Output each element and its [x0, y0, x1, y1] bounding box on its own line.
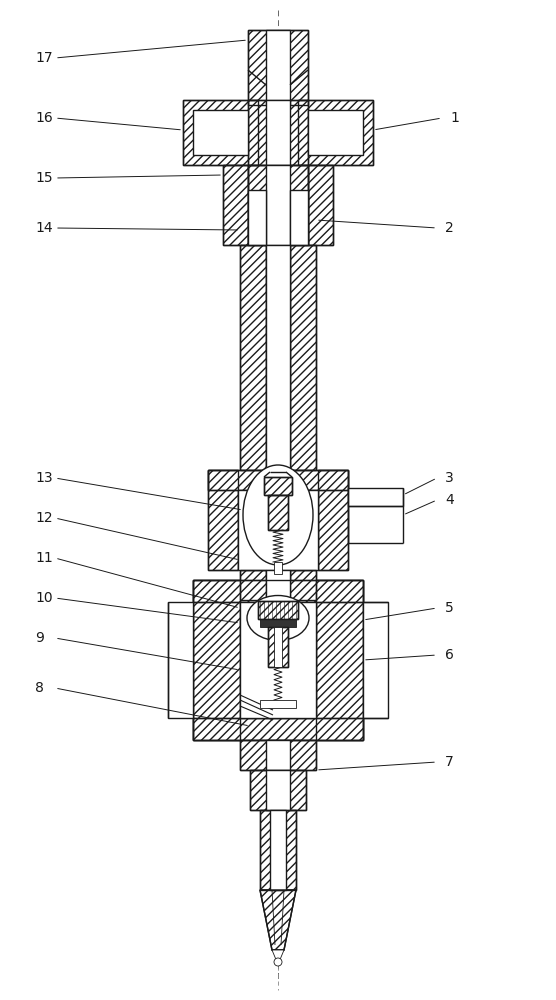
- Ellipse shape: [243, 465, 313, 565]
- Bar: [308, 110, 363, 155]
- Bar: [260, 619, 296, 627]
- Bar: [264, 477, 292, 495]
- Bar: [290, 570, 316, 600]
- Bar: [193, 580, 240, 740]
- Bar: [208, 470, 238, 570]
- Bar: [208, 470, 348, 490]
- Bar: [290, 570, 316, 600]
- Bar: [250, 770, 306, 810]
- Bar: [268, 627, 288, 667]
- Bar: [248, 30, 308, 105]
- Bar: [266, 165, 290, 245]
- Bar: [260, 700, 296, 708]
- Bar: [264, 477, 292, 495]
- Bar: [260, 810, 296, 890]
- Text: 11: 11: [35, 551, 53, 565]
- Bar: [223, 165, 248, 245]
- Bar: [208, 470, 348, 490]
- Bar: [318, 470, 348, 570]
- Circle shape: [274, 958, 282, 966]
- Bar: [193, 718, 363, 740]
- Bar: [250, 770, 306, 810]
- Text: 2: 2: [445, 221, 454, 235]
- Bar: [290, 245, 316, 470]
- Bar: [363, 602, 388, 718]
- Bar: [183, 100, 258, 165]
- Polygon shape: [260, 890, 296, 950]
- Bar: [270, 810, 286, 890]
- Text: 6: 6: [445, 648, 454, 662]
- Bar: [183, 100, 258, 165]
- Bar: [268, 627, 288, 667]
- Bar: [240, 570, 266, 600]
- Bar: [248, 165, 308, 245]
- Bar: [308, 165, 333, 245]
- Bar: [298, 100, 373, 165]
- Text: 8: 8: [35, 681, 44, 695]
- Bar: [240, 245, 266, 470]
- Text: 13: 13: [35, 471, 53, 485]
- Bar: [193, 580, 363, 602]
- Bar: [266, 570, 290, 600]
- Bar: [260, 810, 296, 890]
- Text: 16: 16: [35, 111, 53, 125]
- Text: 7: 7: [445, 755, 454, 769]
- Bar: [240, 570, 266, 600]
- Bar: [266, 245, 290, 470]
- Text: 15: 15: [35, 171, 53, 185]
- Bar: [193, 580, 240, 740]
- Polygon shape: [272, 950, 284, 962]
- Bar: [240, 740, 316, 770]
- Bar: [193, 718, 363, 740]
- Bar: [348, 488, 403, 506]
- Text: 12: 12: [35, 511, 53, 525]
- Bar: [266, 770, 290, 810]
- Bar: [248, 100, 308, 165]
- Bar: [266, 100, 290, 165]
- Bar: [240, 245, 266, 470]
- Bar: [238, 490, 318, 570]
- Text: 17: 17: [35, 51, 53, 65]
- Bar: [248, 165, 308, 245]
- Bar: [248, 190, 266, 245]
- Text: 3: 3: [445, 471, 454, 485]
- Bar: [268, 495, 288, 530]
- Bar: [274, 562, 282, 574]
- Bar: [168, 602, 193, 718]
- Text: 1: 1: [450, 111, 459, 125]
- Bar: [316, 580, 363, 740]
- Bar: [248, 100, 308, 165]
- Bar: [290, 245, 316, 470]
- Bar: [290, 190, 308, 245]
- Bar: [193, 110, 248, 155]
- Text: 4: 4: [445, 493, 454, 507]
- Bar: [318, 470, 348, 570]
- Text: 10: 10: [35, 591, 53, 605]
- Bar: [223, 165, 248, 245]
- Bar: [258, 601, 298, 619]
- Bar: [208, 470, 238, 570]
- Bar: [266, 740, 290, 770]
- Text: 14: 14: [35, 221, 53, 235]
- Bar: [240, 602, 316, 718]
- Text: 9: 9: [35, 631, 44, 645]
- Bar: [308, 165, 333, 245]
- Bar: [316, 580, 363, 740]
- Bar: [248, 30, 308, 105]
- Bar: [266, 30, 290, 105]
- Bar: [268, 495, 288, 530]
- Bar: [298, 100, 373, 165]
- Bar: [274, 627, 282, 667]
- Bar: [193, 580, 363, 602]
- Text: 5: 5: [445, 601, 454, 615]
- Bar: [240, 740, 316, 770]
- Bar: [258, 601, 298, 619]
- Ellipse shape: [247, 595, 309, 641]
